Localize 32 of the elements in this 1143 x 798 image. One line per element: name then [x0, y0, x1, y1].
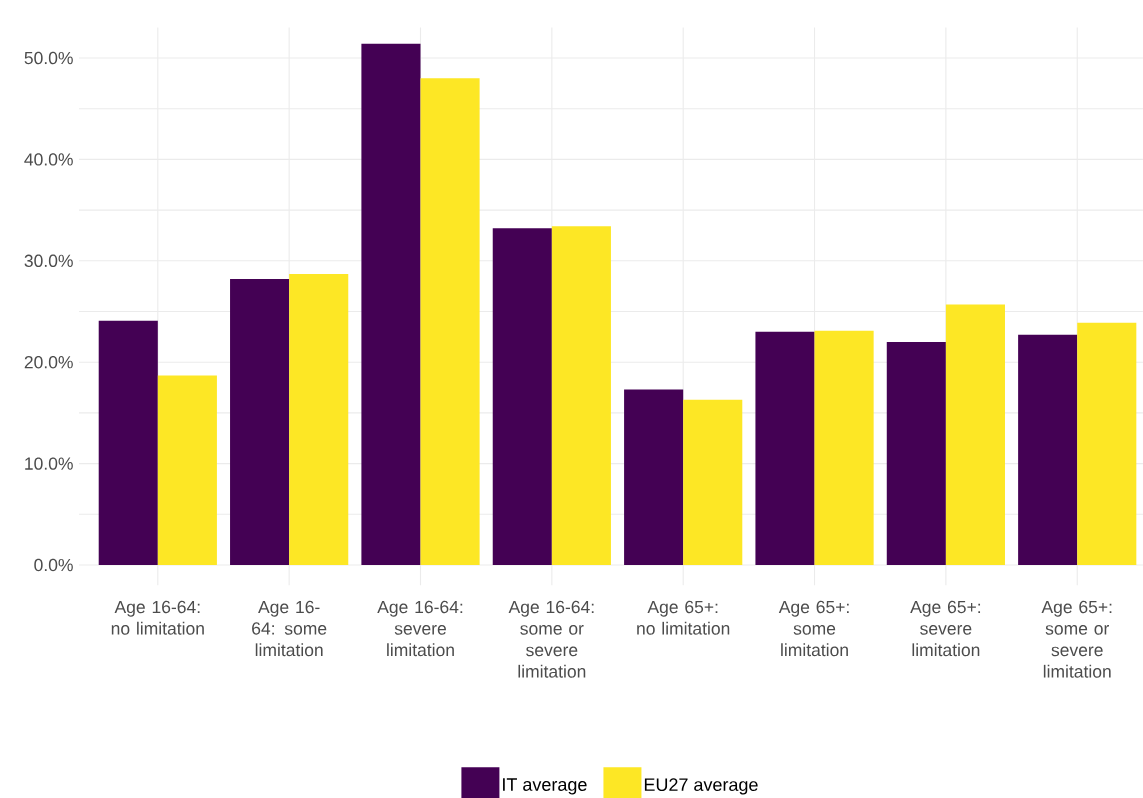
y-tick-label: 30.0% [24, 254, 73, 267]
x-tick-label: Age 16-64: some or severe limitation [508, 600, 594, 678]
x-tick-label: Age 65+: some limitation [778, 600, 849, 657]
bar [289, 273, 349, 566]
y-tick-label: 10.0% [25, 457, 73, 470]
bar [886, 341, 946, 566]
y-tick-label: 20.0% [24, 356, 73, 369]
legend-label: IT average [503, 778, 587, 795]
bar [420, 78, 480, 566]
bar [755, 331, 815, 566]
x-tick-label: Age 65+: some or severe limitation [1041, 600, 1112, 678]
y-tick-label: 40.0% [24, 153, 73, 166]
bar [1077, 322, 1137, 566]
bar [230, 279, 290, 566]
x-tick-label: Age 16-64: some limitation [252, 600, 327, 657]
x-tick-label: Age 65+: no limitation [637, 600, 730, 635]
x-tick-label: Age 16-64: severe limitation [377, 600, 463, 657]
bar [157, 375, 217, 566]
legend-label: EU27 average [644, 778, 758, 795]
y-tick-label: 0.0% [34, 558, 73, 572]
bar [814, 330, 874, 566]
bar [551, 226, 611, 566]
bar [624, 389, 684, 566]
x-tick-label: Age 65+: severe limitation [910, 600, 981, 657]
bar [98, 320, 158, 566]
bar [945, 304, 1005, 566]
bar [492, 228, 552, 566]
x-tick-label: Age 16-64: no limitation [111, 600, 204, 635]
bar [361, 43, 421, 566]
y-tick-label: 50.0% [24, 51, 73, 65]
bar [1018, 334, 1078, 566]
bar [683, 399, 743, 566]
